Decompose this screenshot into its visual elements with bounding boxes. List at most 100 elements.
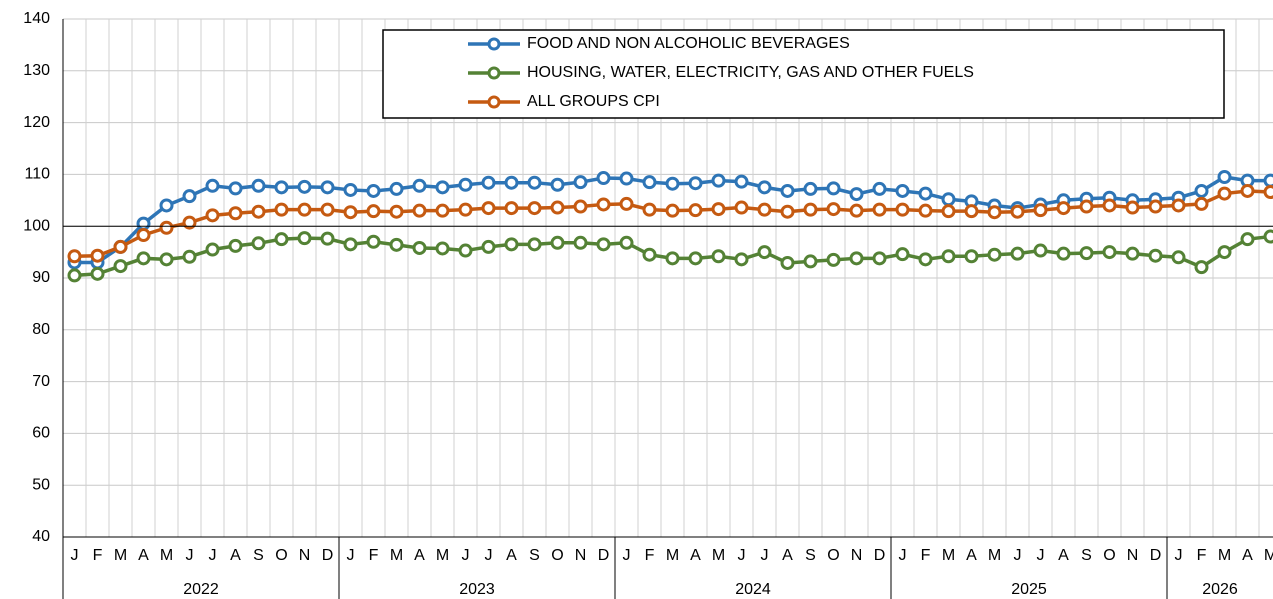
data-point: [228, 206, 243, 221]
data-point: [895, 202, 910, 217]
data-point: [1148, 199, 1163, 214]
data-point: [366, 183, 381, 198]
data-point: [1263, 229, 1273, 244]
data-point: [343, 205, 358, 220]
data-point: [711, 202, 726, 217]
data-point: [1148, 248, 1163, 263]
data-point: [1217, 245, 1232, 260]
data-point: [1171, 198, 1186, 213]
data-point: [182, 189, 197, 204]
x-tick-label: J: [1037, 547, 1045, 564]
data-point: [550, 177, 565, 192]
data-point: [389, 181, 404, 196]
data-point: [849, 187, 864, 202]
data-point: [642, 175, 657, 190]
y-tick-label: 110: [24, 166, 50, 183]
x-tick-label: M: [160, 547, 173, 564]
data-point: [734, 174, 749, 189]
data-point: [826, 202, 841, 217]
data-point: [803, 181, 818, 196]
x-tick-label: A: [966, 547, 977, 564]
data-point: [297, 231, 312, 246]
data-point: [504, 237, 519, 252]
data-point: [182, 215, 197, 230]
data-point: [573, 175, 588, 190]
data-point: [826, 252, 841, 267]
x-tick-label: M: [114, 547, 127, 564]
data-point: [67, 249, 82, 264]
x-tick-label: N: [851, 547, 863, 564]
data-point: [941, 204, 956, 219]
data-point: [435, 180, 450, 195]
legend-marker: [487, 95, 501, 109]
data-point: [1010, 204, 1025, 219]
data-point: [665, 203, 680, 218]
x-tick-label: J: [347, 547, 355, 564]
x-tick-label: J: [761, 547, 769, 564]
x-tick-label: A: [690, 547, 701, 564]
x-tick-label: O: [551, 547, 563, 564]
data-point: [228, 181, 243, 196]
legend-label: FOOD AND NON ALCOHOLIC BEVERAGES: [527, 35, 850, 52]
plot: [67, 169, 1273, 283]
data-point: [251, 236, 266, 251]
legend-marker: [487, 37, 501, 51]
x-tick-label: D: [1150, 547, 1162, 564]
data-point: [642, 247, 657, 262]
data-point: [757, 202, 772, 217]
legend-marker: [487, 66, 501, 80]
y-tick-label: 70: [32, 373, 50, 390]
data-point: [665, 176, 680, 191]
data-point: [918, 203, 933, 218]
data-point: [136, 216, 151, 231]
data-point: [1056, 201, 1071, 216]
data-point: [389, 237, 404, 252]
legend-label: ALL GROUPS CPI: [527, 93, 660, 110]
data-point: [872, 181, 887, 196]
y-tick-label: 100: [23, 217, 50, 234]
x-tick-label: M: [712, 547, 725, 564]
data-point: [964, 249, 979, 264]
legend-box: [382, 29, 1225, 119]
data-point: [964, 204, 979, 219]
data-point: [205, 208, 220, 223]
data-point: [1125, 246, 1140, 261]
data-point: [527, 201, 542, 216]
data-point: [1102, 198, 1117, 213]
data-point: [458, 177, 473, 192]
x-tick-label: S: [253, 547, 264, 564]
data-point: [872, 202, 887, 217]
data-point: [205, 178, 220, 193]
data-point: [504, 201, 519, 216]
data-point: [205, 242, 220, 257]
year-label: 2022: [183, 581, 219, 598]
data-point: [941, 249, 956, 264]
data-point: [343, 182, 358, 197]
x-tick-label: F: [921, 547, 931, 564]
data-point: [481, 175, 496, 190]
data-point: [1102, 245, 1117, 260]
data-point: [435, 241, 450, 256]
x-tick-label: S: [805, 547, 816, 564]
x-tick-label: N: [575, 547, 587, 564]
x-tick-label: F: [93, 547, 103, 564]
x-tick-label: A: [1242, 547, 1253, 564]
data-point: [481, 201, 496, 216]
data-point: [734, 252, 749, 267]
y-tick-label: 140: [23, 10, 50, 27]
data-point: [1194, 183, 1209, 198]
legend: FOOD AND NON ALCOHOLIC BEVERAGES HOUSING,…: [382, 29, 1225, 119]
x-tick-label: J: [462, 547, 470, 564]
data-point: [297, 202, 312, 217]
data-point: [895, 247, 910, 262]
x-tick-label: A: [138, 547, 149, 564]
data-point: [619, 171, 634, 186]
data-point: [711, 173, 726, 188]
data-point: [274, 232, 289, 247]
x-tick-label: O: [827, 547, 839, 564]
data-point: [435, 203, 450, 218]
data-point: [550, 200, 565, 215]
data-point: [1056, 246, 1071, 261]
data-point: [159, 220, 174, 235]
